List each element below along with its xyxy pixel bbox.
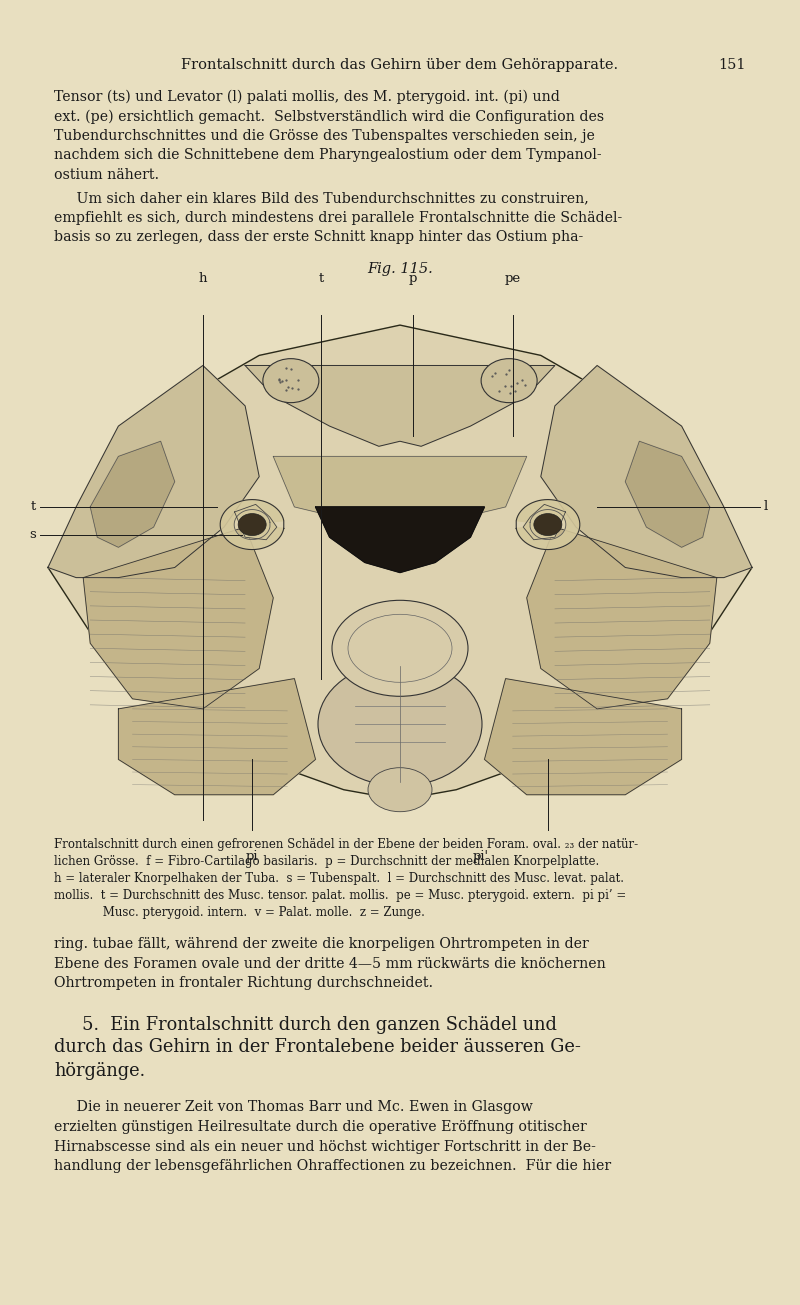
Ellipse shape <box>534 514 562 535</box>
Text: pe: pe <box>505 271 521 284</box>
Text: ext. (pe) ersichtlich gemacht.  Selbstverständlich wird die Configuration des: ext. (pe) ersichtlich gemacht. Selbstver… <box>54 110 605 124</box>
Text: h: h <box>198 271 207 284</box>
Polygon shape <box>234 504 277 540</box>
Polygon shape <box>245 365 555 446</box>
Text: t: t <box>318 271 324 284</box>
Text: Tubendurchschnittes und die Grösse des Tubenspaltes verschieden sein, je: Tubendurchschnittes und die Grösse des T… <box>54 129 595 144</box>
Text: Musc. pterygoid. intern.  v = Palat. molle.  z = Zunge.: Musc. pterygoid. intern. v = Palat. moll… <box>54 906 426 919</box>
Text: Frontalschnitt durch das Gehirn über dem Gehörapparate.: Frontalschnitt durch das Gehirn über dem… <box>182 57 618 72</box>
Polygon shape <box>526 527 717 709</box>
Ellipse shape <box>238 514 266 535</box>
Text: s: s <box>30 529 36 542</box>
Polygon shape <box>541 365 752 578</box>
Text: erzielten günstigen Heilresultate durch die operative Eröffnung otitischer: erzielten günstigen Heilresultate durch … <box>54 1120 587 1134</box>
Polygon shape <box>83 527 274 709</box>
Text: v: v <box>396 633 404 647</box>
Ellipse shape <box>368 767 432 812</box>
Text: Ohrtrompeten in frontaler Richtung durchschneidet.: Ohrtrompeten in frontaler Richtung durch… <box>54 976 434 990</box>
Text: nachdem sich die Schnittebene dem Pharyngealostium oder dem Tympanol-: nachdem sich die Schnittebene dem Pharyn… <box>54 149 602 163</box>
Text: Die in neuerer Zeit von Thomas Barr und Mc. Ewen in Glasgow: Die in neuerer Zeit von Thomas Barr und … <box>54 1100 534 1114</box>
Text: lichen Grösse.  f = Fibro-Cartilago basilaris.  p = Durchschnitt der medialen Kn: lichen Grösse. f = Fibro-Cartilago basil… <box>54 855 600 868</box>
Polygon shape <box>485 679 682 795</box>
Text: t: t <box>30 500 36 513</box>
Ellipse shape <box>318 662 482 786</box>
Text: hörgänge.: hörgänge. <box>54 1061 146 1079</box>
Text: Fig. 115.: Fig. 115. <box>367 262 433 275</box>
Polygon shape <box>523 504 566 540</box>
Text: Frontalschnitt durch einen gefrorenen Schädel in der Ebene der beiden Foram. ova: Frontalschnitt durch einen gefrorenen Sc… <box>54 838 638 851</box>
Ellipse shape <box>332 600 468 697</box>
Polygon shape <box>626 441 710 547</box>
Ellipse shape <box>263 359 319 403</box>
Text: 5.  Ein Frontalschnitt durch den ganzen Schädel und: 5. Ein Frontalschnitt durch den ganzen S… <box>54 1015 558 1034</box>
Text: Hirnabscesse sind als ein neuer und höchst wichtiger Fortschritt in der Be-: Hirnabscesse sind als ein neuer und höch… <box>54 1139 596 1154</box>
Polygon shape <box>48 325 752 800</box>
Ellipse shape <box>481 359 537 403</box>
Text: z: z <box>396 716 404 731</box>
Text: pi': pi' <box>473 851 489 864</box>
Text: mollis.  t = Durchschnitt des Musc. tensor. palat. mollis.  pe = Musc. pterygoid: mollis. t = Durchschnitt des Musc. tenso… <box>54 889 626 902</box>
Text: durch das Gehirn in der Frontalebene beider äusseren Ge-: durch das Gehirn in der Frontalebene bei… <box>54 1039 582 1057</box>
Polygon shape <box>516 500 580 549</box>
Text: ostium nähert.: ostium nähert. <box>54 168 159 181</box>
Polygon shape <box>48 365 259 578</box>
Text: Tensor (ts) und Levator (l) palati mollis, des M. pterygoid. int. (pi) und: Tensor (ts) und Levator (l) palati molli… <box>54 90 560 104</box>
Text: Um sich daher ein klares Bild des Tubendurchschnittes zu construiren,: Um sich daher ein klares Bild des Tubend… <box>54 192 589 205</box>
Text: 151: 151 <box>718 57 746 72</box>
Text: p: p <box>409 271 417 284</box>
Text: basis so zu zerlegen, dass der erste Schnitt knapp hinter das Ostium pha-: basis so zu zerlegen, dass der erste Sch… <box>54 231 584 244</box>
Text: Ebene des Foramen ovale und der dritte 4—5 mm rückwärts die knöchernen: Ebene des Foramen ovale und der dritte 4… <box>54 957 606 971</box>
Polygon shape <box>118 679 315 795</box>
Text: pi: pi <box>246 851 258 864</box>
Polygon shape <box>315 506 485 573</box>
Text: ring. tubae fällt, während der zweite die knorpeligen Ohrtrompeten in der: ring. tubae fällt, während der zweite di… <box>54 937 589 951</box>
Text: l: l <box>764 500 768 513</box>
Text: handlung der lebensgefährlichen Ohraffectionen zu bezeichnen.  Für die hier: handlung der lebensgefährlichen Ohraffec… <box>54 1159 611 1173</box>
Polygon shape <box>274 457 526 532</box>
Text: empfiehlt es sich, durch mindestens drei parallele Frontalschnitte die Schädel-: empfiehlt es sich, durch mindestens drei… <box>54 211 622 224</box>
Polygon shape <box>90 441 174 547</box>
Polygon shape <box>220 500 284 549</box>
Text: h = lateraler Knorpelhaken der Tuba.  s = Tubenspalt.  l = Durchschnitt des Musc: h = lateraler Knorpelhaken der Tuba. s =… <box>54 872 624 885</box>
